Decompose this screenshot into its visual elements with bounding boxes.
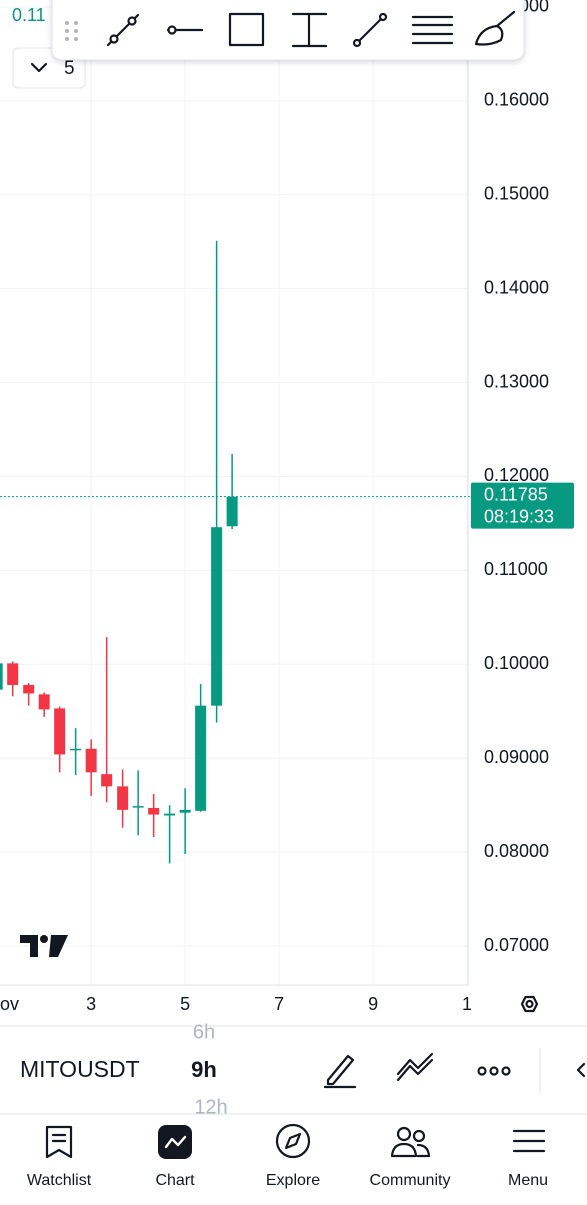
- x-tick-label: 7: [274, 994, 284, 1014]
- x-tick-label: 3: [86, 994, 96, 1014]
- y-tick-label: 0.11000: [484, 559, 548, 579]
- nav-label[interactable]: Community: [370, 1172, 451, 1189]
- candle-body: [38, 694, 50, 710]
- drawing-toolbar: [51, 0, 525, 61]
- x-tick-label: 1: [462, 994, 472, 1014]
- nav-label[interactable]: Chart: [155, 1172, 195, 1189]
- candle-body: [85, 748, 97, 773]
- y-tick-label: 0.09000: [484, 747, 549, 767]
- x-tick-label: ov: [0, 994, 19, 1014]
- candle-body: [117, 786, 129, 810]
- more-button[interactable]: [477, 1066, 511, 1076]
- y-tick-label: 0.10000: [484, 653, 549, 673]
- axis-settings-dot: [525, 999, 534, 1009]
- watchlist-icon: [45, 1125, 73, 1159]
- axis-settings[interactable]: [520, 995, 539, 1013]
- countdown-label: 08:19:33: [484, 506, 554, 526]
- candle-body: [101, 774, 113, 787]
- grid: [0, 0, 468, 985]
- logo: [20, 935, 68, 957]
- candle-body: [164, 813, 176, 816]
- draw-button[interactable]: [323, 1054, 357, 1089]
- candle-body: [148, 807, 160, 815]
- symbol[interactable]: MITOUSDT: [20, 1056, 140, 1082]
- y-tick-label: 0.14000: [484, 277, 549, 297]
- community-icon: [390, 1126, 431, 1158]
- indicators-button[interactable]: [396, 1052, 434, 1082]
- y-tick-label: 0.08000: [484, 841, 549, 861]
- axes: 0.07000 0.08000 0.09000 0.10000 0.11000 0.120…: [0, 0, 549, 1014]
- chevron-icon: [30, 62, 48, 73]
- y-tick-label: 0.15000: [484, 184, 549, 204]
- top-price: 0.11: [12, 5, 46, 25]
- x-tick-label: 5: [180, 994, 190, 1014]
- x-tick-label: 9: [368, 994, 378, 1014]
- y-tick-label: 0.12000: [484, 465, 549, 485]
- rectangle-tool[interactable]: [228, 12, 265, 47]
- candle-body: [179, 809, 191, 813]
- chart-icon-line: [164, 1135, 187, 1149]
- y-tick-label: 0.13000: [484, 371, 549, 391]
- trend-line-tool[interactable]: [106, 13, 140, 47]
- explore-icon: [275, 1123, 311, 1159]
- price-range-tool[interactable]: [291, 12, 328, 48]
- interval-count: 5: [64, 58, 75, 79]
- candles: [0, 240, 238, 864]
- last-price-badge: [471, 482, 574, 529]
- candle-body: [54, 708, 66, 755]
- candle-body: [7, 663, 19, 685]
- candle-body: [23, 684, 35, 694]
- ray-tool[interactable]: [352, 12, 388, 48]
- candle-body: [226, 496, 238, 527]
- nav-label[interactable]: Menu: [508, 1172, 548, 1189]
- collapse-button[interactable]: [576, 1062, 586, 1078]
- candle-body: [70, 748, 82, 751]
- candle-body: [211, 527, 223, 706]
- candle-body: [195, 705, 207, 811]
- y-tick-label: 0.16000: [484, 90, 549, 110]
- candle-body: [0, 663, 3, 690]
- last-price-label: 0.11785: [484, 484, 548, 504]
- menu-icon: [512, 1129, 546, 1153]
- horizontal-line-tool[interactable]: [166, 25, 204, 35]
- fib-tool[interactable]: [411, 15, 454, 45]
- interval-option[interactable]: 12h: [194, 1096, 227, 1118]
- interval-option[interactable]: 6h: [193, 1021, 215, 1043]
- interval-selected[interactable]: 9h: [191, 1057, 217, 1082]
- nav-label[interactable]: Explore: [266, 1172, 320, 1189]
- nav-label[interactable]: Watchlist: [27, 1172, 92, 1189]
- candle-body: [132, 806, 144, 808]
- y-tick-label: 0.07000: [484, 935, 549, 955]
- brush-tool[interactable]: [474, 10, 516, 46]
